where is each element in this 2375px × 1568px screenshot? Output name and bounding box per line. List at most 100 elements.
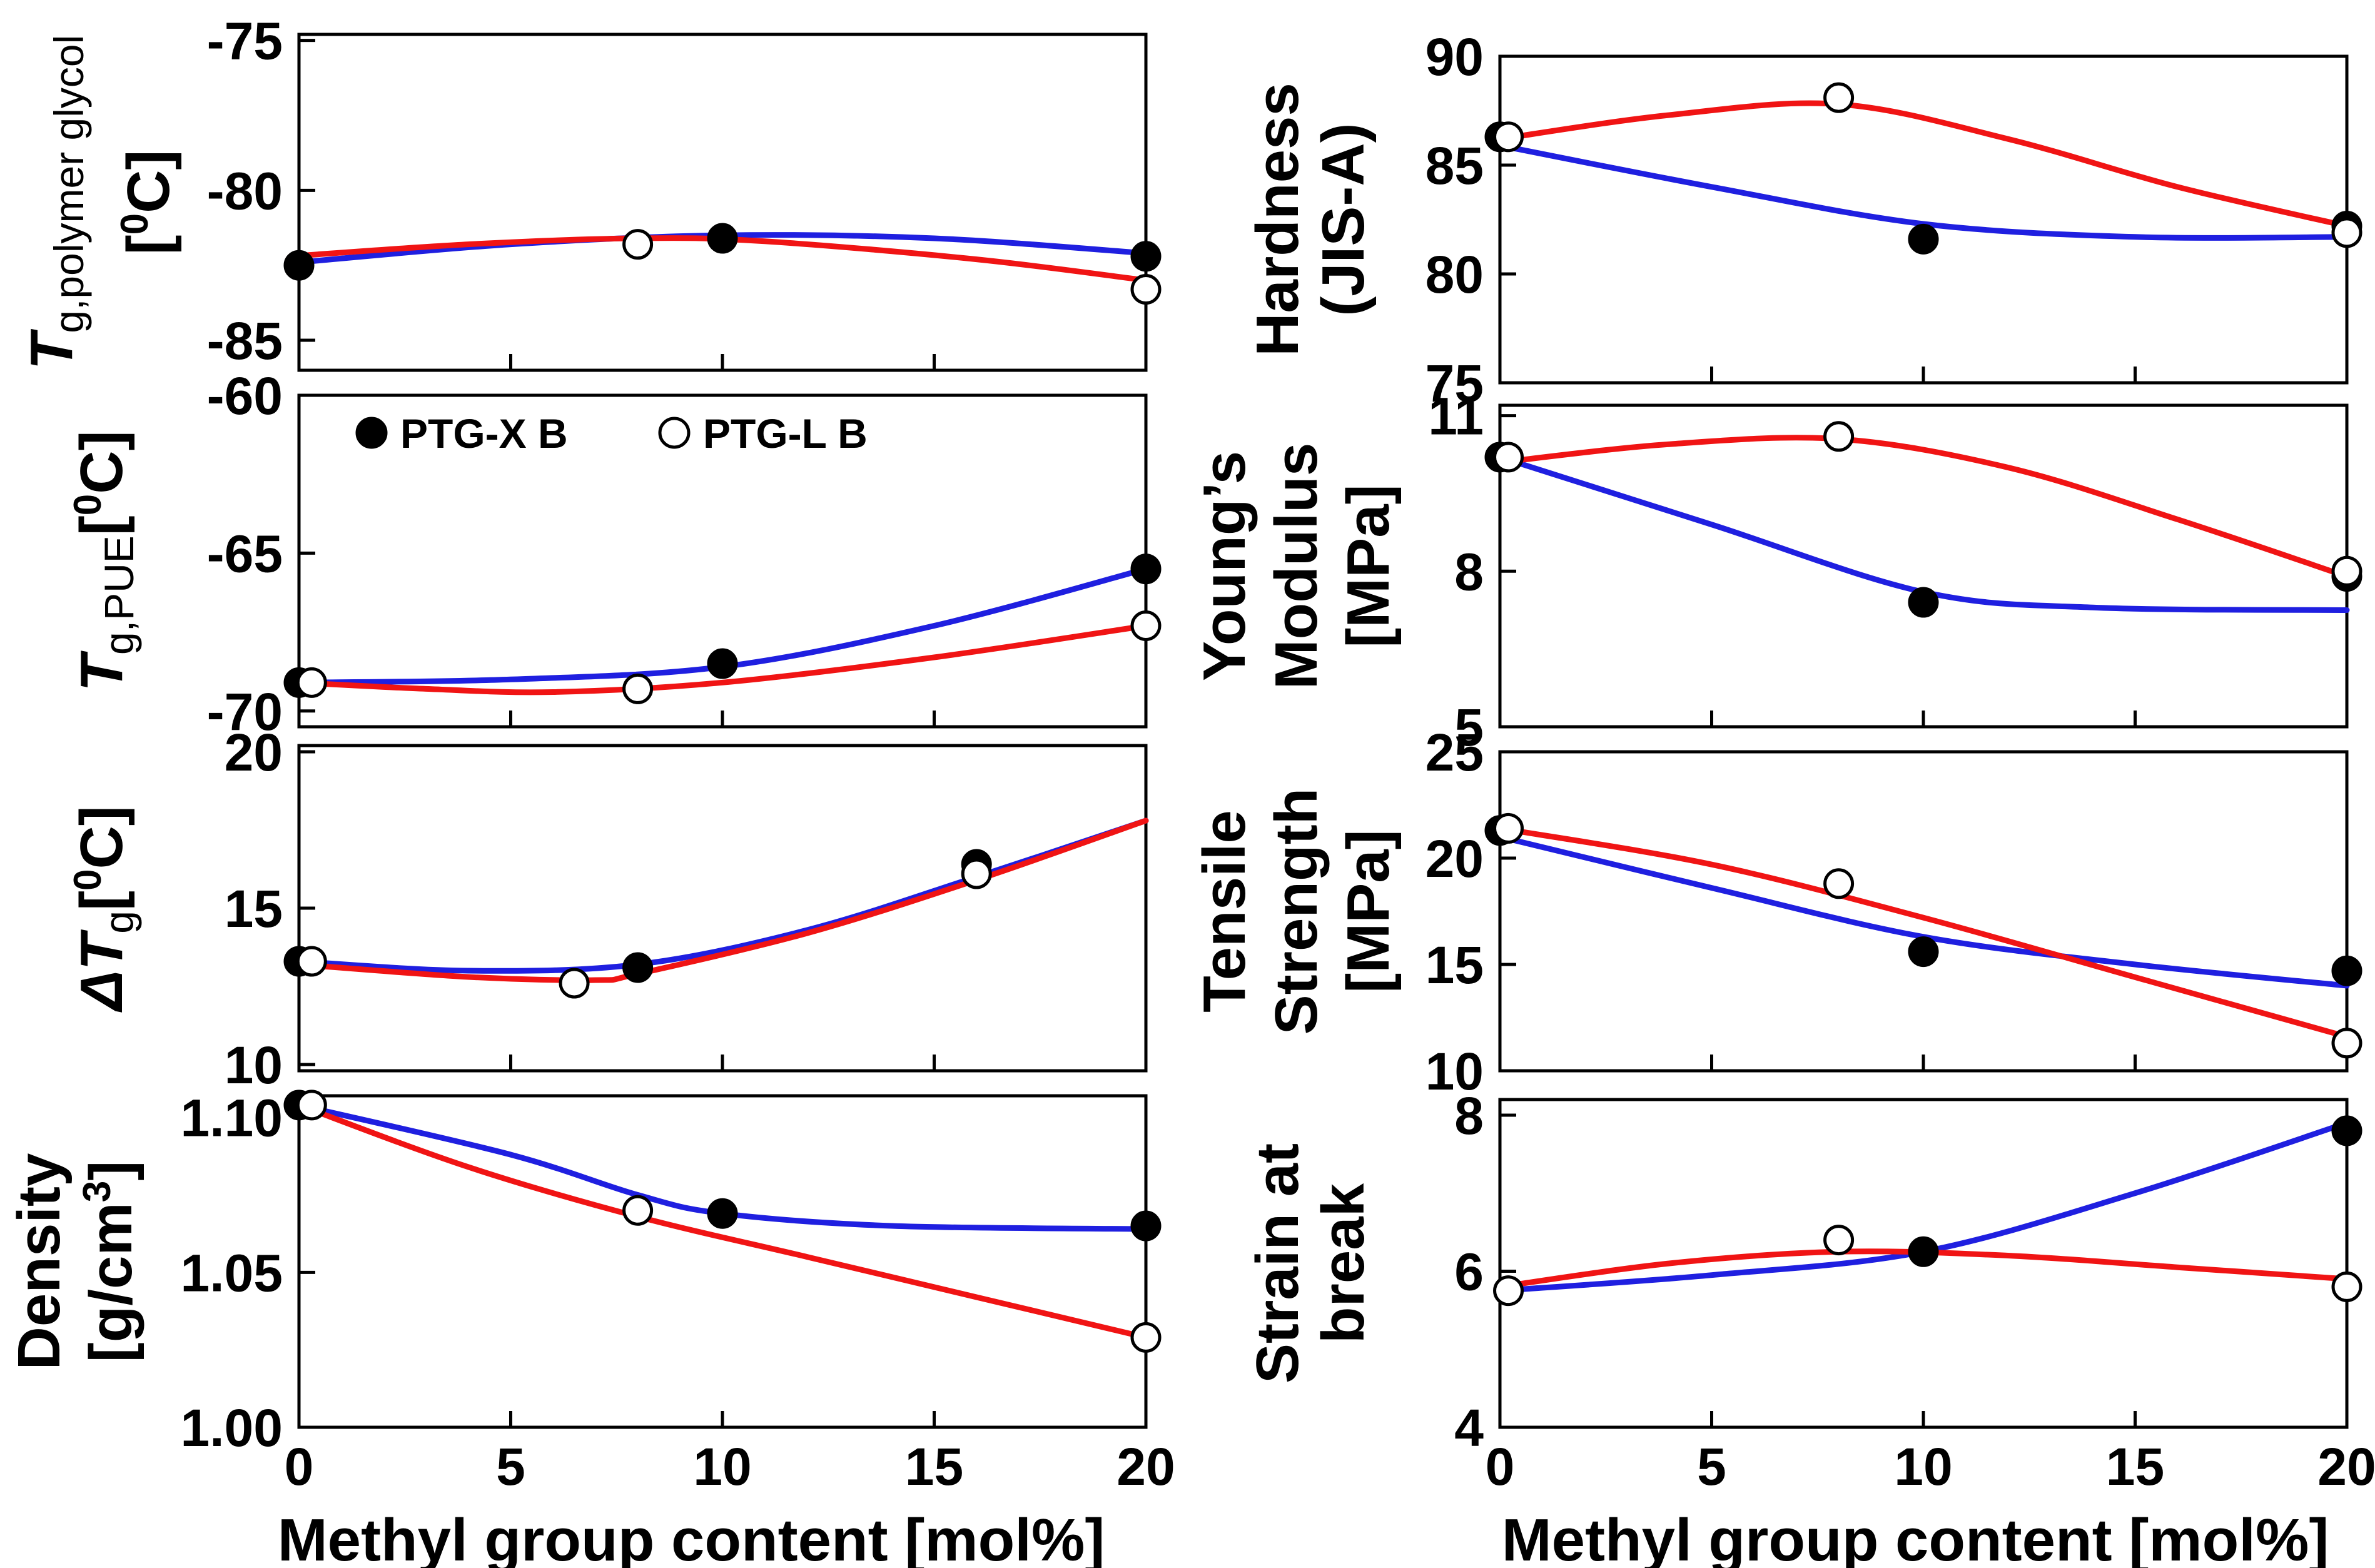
y-tick-label: -75 — [207, 12, 283, 71]
data-point-lb — [961, 858, 992, 889]
y-tick-label: -60 — [207, 367, 283, 425]
fit-line-xb — [296, 1102, 1149, 1232]
data-point-xb — [1908, 223, 1939, 255]
data-point-lb — [622, 229, 654, 260]
data-point-xb — [622, 952, 654, 983]
y-axis-label: Strain at — [1244, 1143, 1311, 1383]
x-axis-label-right: Methyl group content [mol%] — [1502, 1507, 2329, 1568]
data-point-xb — [1130, 554, 1162, 585]
data-point-lb — [1823, 868, 1855, 899]
x-tick-label: 20 — [2317, 1437, 2375, 1496]
y-axis-label-line3: [MPa] — [1335, 829, 1402, 993]
y-tick-label: -65 — [207, 524, 283, 583]
legend: PTG-X B PTG-L B — [355, 410, 868, 457]
y-axis-label-line2: (JIS-A) — [1310, 123, 1377, 316]
data-point-xb — [707, 1198, 738, 1229]
y-tick-label: -85 — [207, 311, 283, 370]
y-tick-label: 20 — [225, 723, 283, 782]
y-axis-label: Tensile — [1191, 810, 1258, 1013]
y-tick-label: 15 — [1426, 936, 1484, 994]
panel-delta-tg: 20 15 10 ΔTg[0C] — [66, 723, 1149, 1095]
y-tick-label: -70 — [207, 682, 283, 741]
data-point-lb — [1823, 1225, 1855, 1256]
fit-line-lb — [1497, 100, 2350, 229]
data-point-xb — [1908, 936, 1939, 968]
y-tick-label: 8 — [1454, 542, 1484, 601]
y-axis-label: Hardness — [1244, 83, 1311, 357]
y-tick-label: 8 — [1454, 1086, 1484, 1145]
x-tick-label: 5 — [496, 1437, 525, 1496]
y-axis-label-line2: [g/cm3] — [76, 1161, 144, 1362]
x-tick-label: 10 — [1894, 1437, 1952, 1496]
panels: -75 -80 -85 Tg,polymer glycol [0C] -60 -65 -70 T… — [6, 12, 2375, 1496]
data-point-lb — [1493, 121, 1524, 153]
legend-filled-label: PTG-X B — [400, 410, 568, 457]
panel-tensile-strength: 25 20 15 10 Tensile Strength [MPa] — [1191, 723, 2362, 1101]
panel-density: 1.10 1.05 1.000 5 10 15 20 Density [g/cm3] — [6, 1089, 1175, 1496]
legend-open-marker — [658, 417, 691, 449]
data-point-lb — [2331, 555, 2362, 587]
x-tick-label: 20 — [1117, 1437, 1175, 1496]
fit-line-lb — [288, 235, 1149, 283]
panel-tg-polymer-glycol: -75 -80 -85 Tg,polymer glycol [0C] — [18, 12, 1162, 372]
y-axis-label-line2: Strength — [1263, 788, 1330, 1035]
y-axis-label-line2: Modulus — [1263, 443, 1330, 690]
y-axis-label: Density — [6, 1153, 73, 1370]
data-point-lb — [2331, 1028, 2362, 1059]
data-point-lb — [1823, 421, 1855, 452]
y-tick-label: 11 — [1428, 387, 1484, 446]
legend-open-label: PTG-L B — [703, 410, 868, 457]
x-tick-label: 0 — [285, 1437, 314, 1496]
data-point-lb — [1823, 82, 1855, 113]
y-axis-label: Tg,polymer glycol — [18, 35, 92, 370]
y-tick-label: 10 — [225, 1036, 283, 1095]
y-tick-label: 20 — [1426, 829, 1484, 888]
y-tick-label: 80 — [1426, 245, 1484, 304]
data-point-xb — [707, 648, 738, 679]
data-point-lb — [622, 673, 654, 704]
data-point-lb — [296, 1090, 327, 1121]
y-axis-label-line3: [MPa] — [1335, 484, 1402, 647]
fit-line-lb — [1497, 435, 2350, 580]
data-point-xb — [2331, 955, 2362, 986]
y-tick-label: 5 — [1454, 698, 1484, 757]
y-tick-label: 6 — [1454, 1242, 1484, 1301]
data-point-lb — [559, 968, 590, 999]
y-tick-label: 75 — [1426, 354, 1484, 413]
data-point-xb — [707, 223, 738, 254]
x-axis-label-left: Methyl group content [mol%] — [278, 1507, 1105, 1568]
x-tick-label: 15 — [905, 1437, 963, 1496]
data-point-xb — [1130, 1210, 1162, 1242]
fit-line-lb — [296, 623, 1149, 695]
y-axis-label: ΔTg[0C] — [66, 806, 142, 1013]
data-point-xb — [1130, 241, 1162, 272]
y-tick-label: 85 — [1426, 136, 1484, 195]
y-tick-label: 90 — [1426, 28, 1484, 86]
x-tick-label: 0 — [1486, 1437, 1515, 1496]
data-point-xb — [1908, 1236, 1939, 1267]
y-axis-label: Tg,PUE[0C] — [66, 430, 142, 691]
data-point-xb — [1908, 587, 1939, 618]
panel-tg-pue: -60 -65 -70 Tg,PUE[0C] — [66, 367, 1162, 741]
y-tick-label: 1.00 — [181, 1399, 283, 1457]
y-tick-label: 4 — [1454, 1399, 1484, 1457]
data-point-lb — [1493, 442, 1524, 473]
data-point-lb — [2331, 217, 2362, 248]
x-tick-label: 15 — [2106, 1437, 2164, 1496]
y-tick-label: 10 — [1426, 1042, 1484, 1101]
fit-line-lb — [296, 1102, 1149, 1340]
data-point-lb — [1493, 812, 1524, 844]
legend-filled-marker — [355, 417, 388, 449]
x-tick-label: 10 — [693, 1437, 751, 1496]
data-point-lb — [622, 1195, 654, 1226]
data-point-xb — [283, 250, 315, 281]
y-tick-label: 1.10 — [181, 1089, 283, 1148]
x-tick-label: 5 — [1697, 1437, 1726, 1496]
y-tick-label: 1.05 — [181, 1243, 283, 1302]
y-tick-label: -80 — [207, 161, 283, 220]
y-tick-label: 25 — [1426, 723, 1484, 782]
y-axis-label: Young’s — [1191, 451, 1258, 681]
panel-hardness: 90 85 80 75 Hardness(JIS-A) — [1244, 28, 2362, 413]
